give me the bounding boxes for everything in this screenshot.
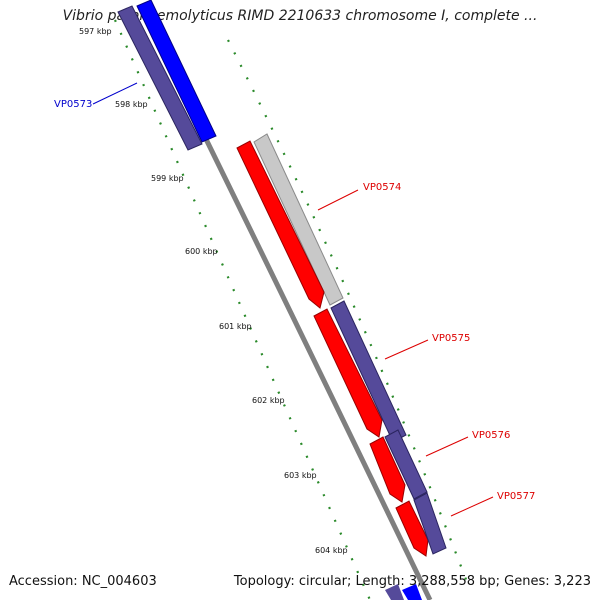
ruler-track-outer bbox=[227, 39, 472, 591]
kbp-label-602: 602 kbp bbox=[252, 396, 285, 405]
gene-leader-vp0573 bbox=[92, 82, 138, 105]
gene-label-vp0575[interactable]: VP0575 bbox=[432, 333, 470, 344]
kbp-label-598: 598 kbp bbox=[115, 100, 148, 109]
accession-text: Accession: NC_004603 bbox=[9, 574, 157, 589]
kbp-label-604: 604 kbp bbox=[315, 546, 348, 555]
cds-feature-grey bbox=[253, 133, 344, 306]
cds-feature-bottom-blue bbox=[402, 584, 422, 600]
cds-feature-vp0574 bbox=[236, 140, 325, 309]
cds-feature-reverse-1 bbox=[330, 300, 407, 443]
cds-feature-reverse-2 bbox=[384, 429, 428, 500]
kbp-label-603: 603 kbp bbox=[284, 471, 317, 480]
cds-feature-vp0573 bbox=[136, 0, 217, 143]
gene-label-vp0574[interactable]: VP0574 bbox=[363, 182, 401, 193]
cds-feature-vp0577 bbox=[395, 500, 429, 557]
cds-feature-bottom-purple bbox=[385, 584, 404, 600]
gene-label-vp0577[interactable]: VP0577 bbox=[497, 491, 535, 502]
ruler-track-inner bbox=[113, 19, 372, 600]
gene-label-vp0576[interactable]: VP0576 bbox=[472, 430, 510, 441]
cds-feature-reverse-3 bbox=[413, 492, 447, 555]
kbp-label-600: 600 kbp bbox=[185, 247, 218, 256]
kbp-label-597: 597 kbp bbox=[79, 27, 112, 36]
map-title: Vibrio parahaemolyticus RIMD 2210633 chr… bbox=[62, 8, 538, 24]
gene-leader-vp0574 bbox=[317, 189, 359, 211]
gene-label-vp0573[interactable]: VP0573 bbox=[54, 99, 92, 110]
gene-leader-vp0575 bbox=[384, 339, 429, 360]
cds-feature-vp0575 bbox=[313, 308, 383, 438]
cds-feature-vp0576 bbox=[369, 436, 406, 503]
kbp-label-601: 601 kbp bbox=[219, 322, 252, 331]
gene-leader-vp0577 bbox=[450, 496, 494, 517]
cds-feature-reverse-top bbox=[117, 5, 203, 151]
gene-leader-vp0576 bbox=[425, 436, 469, 457]
genome-summary-text: Topology: circular; Length: 3,288,558 bp… bbox=[233, 574, 591, 589]
kbp-label-599: 599 kbp bbox=[151, 174, 184, 183]
